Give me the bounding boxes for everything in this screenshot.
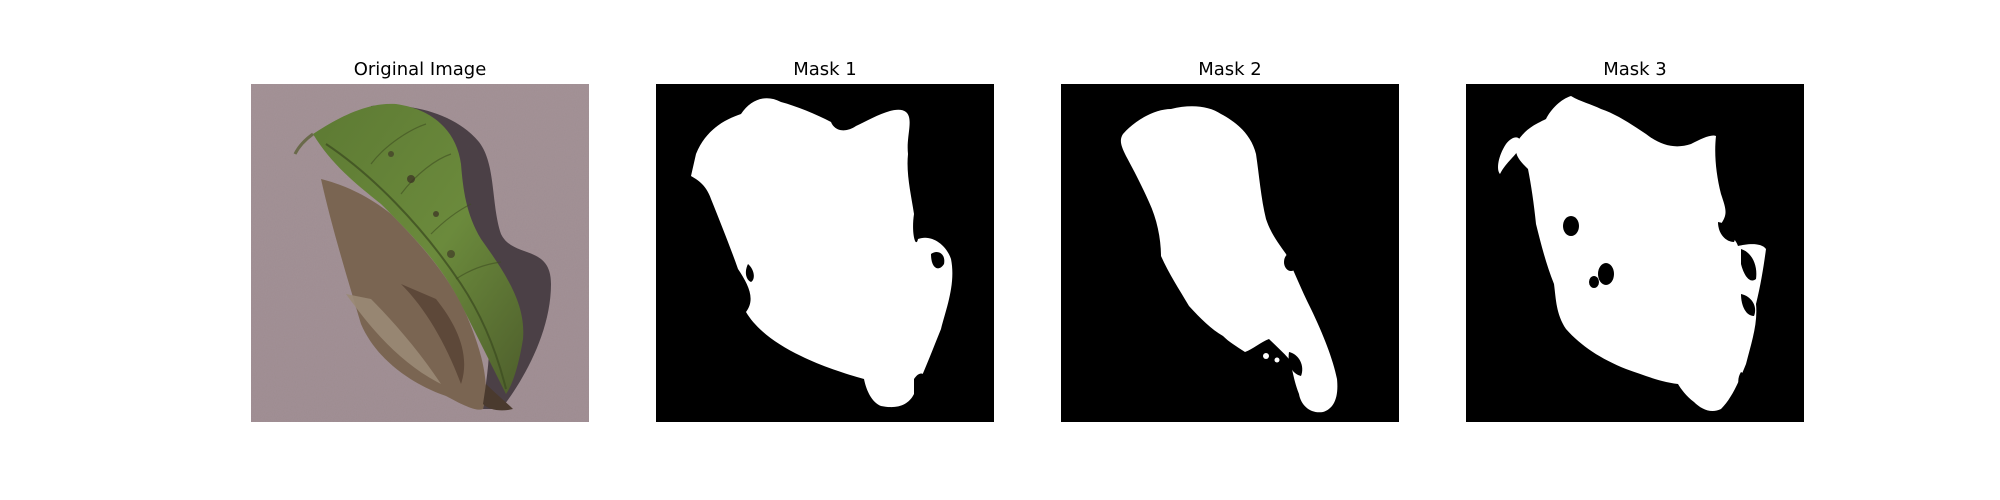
mask-region bbox=[691, 98, 953, 408]
panel-title: Mask 2 bbox=[1198, 59, 1262, 80]
leaf-green-part bbox=[313, 103, 524, 394]
mask-image-2 bbox=[1061, 84, 1399, 422]
original-image bbox=[251, 84, 589, 422]
panel-title: Mask 1 bbox=[793, 59, 857, 80]
mask-image-3 bbox=[1466, 84, 1804, 422]
mask-region bbox=[1120, 106, 1338, 413]
leaf-dry-part bbox=[321, 179, 486, 410]
panel-title: Original Image bbox=[353, 59, 487, 80]
panel-title: Mask 3 bbox=[1603, 59, 1667, 80]
mask-region bbox=[1515, 96, 1766, 412]
mask-image-1 bbox=[656, 84, 994, 422]
